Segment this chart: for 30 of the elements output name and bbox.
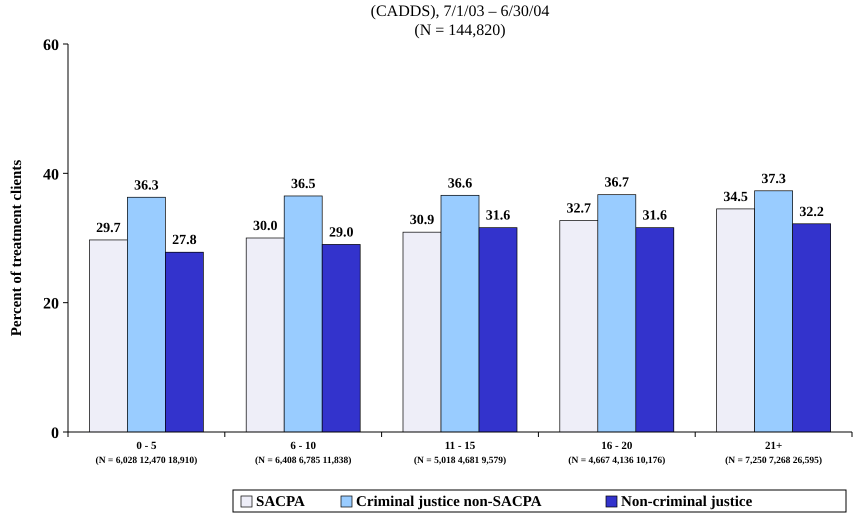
data-label: 27.8: [172, 233, 197, 248]
y-tick-label: 40: [43, 166, 59, 184]
data-label: 29.7: [96, 220, 121, 236]
data-label: 34.5: [723, 190, 748, 205]
data-label: 32.7: [566, 202, 592, 217]
chart-title: (CADDS), 7/1/03 – 6/30/04: [370, 3, 550, 20]
data-label: 32.2: [799, 204, 824, 220]
data-label: 36.3: [134, 178, 159, 194]
x-tick-label: 16 - 20 (N = 4,667 4,136 10,176): [568, 440, 666, 466]
data-label: 29.0: [328, 225, 354, 240]
chart-subtitle: (N = 144,820): [414, 22, 506, 39]
x-tick-label: 11 - 15 (N = 5,018 4,681 9,579): [414, 440, 506, 466]
x-tick-label: 6 - 10 (N = 6,408 6,785 11,838): [254, 440, 352, 466]
data-label: 36.6: [448, 176, 472, 192]
data-label: 31.6: [486, 208, 510, 224]
data-label: 36.7: [604, 176, 630, 191]
y-axis-title: Percent of treatment clients: [9, 160, 25, 336]
data-label: 31.6: [642, 208, 668, 224]
x-tick-label: 0 - 5 (N = 6,028 12,470 18,910): [96, 440, 198, 466]
data-label: 30.9: [410, 213, 434, 228]
legend-label: Non-criminal justice: [621, 494, 753, 510]
data-label: 37.3: [761, 172, 786, 187]
data-label: 36.5: [290, 176, 316, 192]
y-tick-label: 60: [43, 37, 59, 54]
y-tick-label: 0: [51, 425, 59, 442]
x-tick-label: 21+ (N = 7,250 7,268 26,595): [725, 440, 822, 466]
legend-label: Criminal justice non-SACPA: [356, 494, 542, 510]
y-tick-label: 20: [43, 296, 59, 313]
data-label: 30.0: [252, 219, 278, 234]
legend-label: SACPA: [256, 494, 306, 510]
